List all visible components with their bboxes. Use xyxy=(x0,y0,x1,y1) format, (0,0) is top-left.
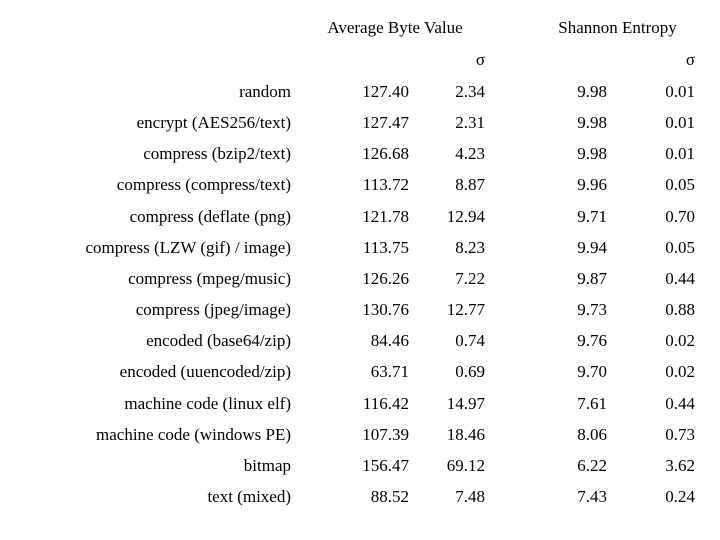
mean-value: 116.42 xyxy=(362,393,409,413)
mean-sigma: 18.46 xyxy=(446,424,485,444)
entropy-value: 9.96 xyxy=(577,175,607,195)
entropy-value: 9.76 xyxy=(577,331,607,351)
row-label: bitmap xyxy=(243,455,291,475)
entropy-value: 9.98 xyxy=(577,82,607,101)
mean-value: 126.26 xyxy=(362,268,409,288)
entropy-value: 7.61 xyxy=(577,393,607,413)
mean-sigma: 4.23 xyxy=(455,144,485,164)
mean-sigma: 12.94 xyxy=(446,206,485,226)
entropy-sigma: 0.73 xyxy=(665,424,695,444)
entropy-value: 9.98 xyxy=(577,144,607,164)
row-label: machine code (windows PE) xyxy=(96,424,291,444)
sigma-header: σ xyxy=(475,50,485,69)
entropy-value: 9.70 xyxy=(577,362,607,382)
mean-value: 88.52 xyxy=(370,486,409,506)
row-label: compress (LZW (gif) / image) xyxy=(85,237,291,257)
group-header: Average Byte Value xyxy=(327,18,463,37)
entropy-sigma: 0.24 xyxy=(665,486,695,506)
mean-sigma: 7.22 xyxy=(455,268,485,288)
row-label: compress (deflate (png) xyxy=(129,206,291,226)
mean-value: 113.72 xyxy=(362,175,409,195)
row-label: encrypt (AES256/text) xyxy=(136,113,291,133)
mean-sigma: 2.34 xyxy=(455,82,485,101)
entropy-sigma: 0.02 xyxy=(665,331,695,351)
row-label: encoded (base64/zip) xyxy=(146,331,291,351)
mean-value: 126.68 xyxy=(362,144,409,164)
entropy-value: 9.98 xyxy=(577,113,607,133)
mean-sigma: 12.77 xyxy=(446,300,485,320)
entropy-sigma: 0.88 xyxy=(665,300,695,320)
row-label: text (mixed) xyxy=(207,486,291,506)
row-label: machine code (linux elf) xyxy=(124,393,291,413)
mean-value: 156.47 xyxy=(362,455,409,475)
row-label: compress (bzip2/text) xyxy=(143,144,291,164)
mean-value: 121.78 xyxy=(362,206,409,226)
entropy-sigma: 0.44 xyxy=(665,268,695,288)
mean-value: 127.47 xyxy=(362,113,409,133)
mean-value: 130.76 xyxy=(362,300,409,320)
mean-sigma: 0.74 xyxy=(455,331,485,351)
entropy-value: 9.87 xyxy=(577,268,607,288)
entropy-sigma: 0.01 xyxy=(665,82,695,101)
entropy-sigma: 0.05 xyxy=(665,237,695,257)
mean-sigma: 69.12 xyxy=(446,455,485,475)
entropy-sigma: 0.70 xyxy=(665,206,695,226)
row-label: compress (jpeg/image) xyxy=(135,300,291,320)
mean-sigma: 2.31 xyxy=(455,113,485,133)
entropy-sigma: 0.02 xyxy=(665,362,695,382)
entropy-value: 9.71 xyxy=(577,206,607,226)
mean-sigma: 8.23 xyxy=(455,237,485,257)
mean-sigma: 7.48 xyxy=(455,486,485,506)
entropy-value: 8.06 xyxy=(577,424,607,444)
entropy-value: 6.22 xyxy=(577,455,607,475)
mean-sigma: 8.87 xyxy=(455,175,485,195)
mean-value: 63.71 xyxy=(370,362,409,382)
row-label: compress (mpeg/music) xyxy=(128,268,291,288)
entropy-sigma: 0.01 xyxy=(665,144,695,164)
group-header: Shannon Entropy xyxy=(558,18,677,37)
entropy-value: 9.73 xyxy=(577,300,607,320)
sigma-header: σ xyxy=(685,50,695,69)
row-label: compress (compress/text) xyxy=(116,175,291,195)
entropy-value: 7.43 xyxy=(577,486,607,506)
mean-value: 113.75 xyxy=(362,237,409,257)
mean-value: 84.46 xyxy=(370,331,409,351)
mean-sigma: 14.97 xyxy=(446,393,485,413)
row-label: encoded (uuencoded/zip) xyxy=(119,362,291,382)
mean-value: 127.40 xyxy=(362,82,409,101)
entropy-value: 9.94 xyxy=(577,237,607,257)
entropy-sigma: 0.01 xyxy=(665,113,695,133)
entropy-sigma: 3.62 xyxy=(665,455,695,475)
mean-sigma: 0.69 xyxy=(455,362,485,382)
mean-value: 107.39 xyxy=(362,424,409,444)
entropy-sigma: 0.05 xyxy=(665,175,695,195)
entropy-sigma: 0.44 xyxy=(665,393,695,413)
row-label: random xyxy=(239,82,291,101)
